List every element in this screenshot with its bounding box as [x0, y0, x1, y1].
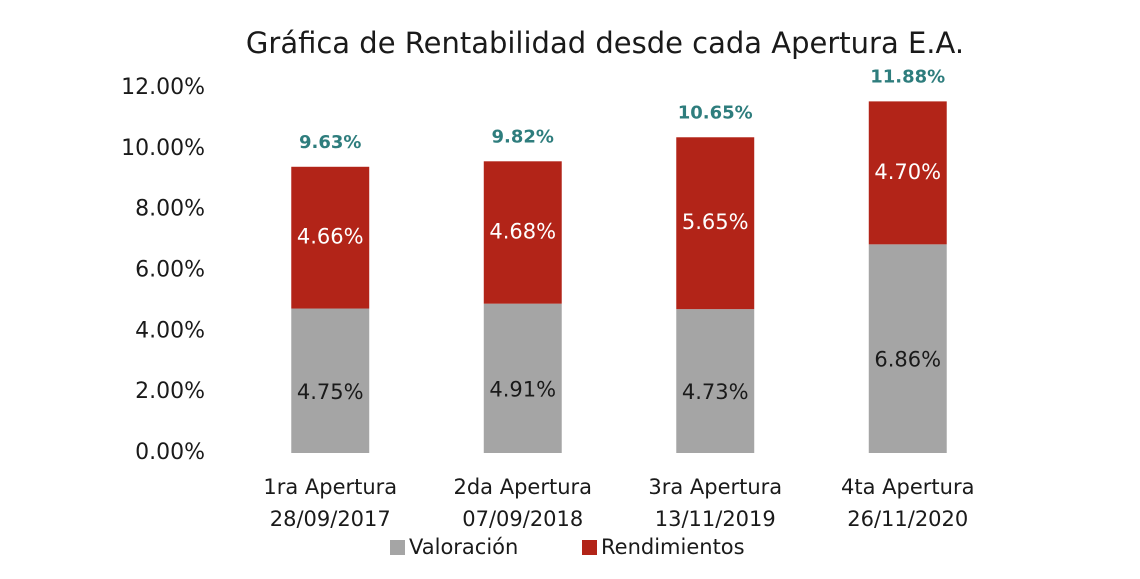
- bar-segment: [483, 161, 562, 304]
- data-label: 4.75%: [297, 380, 364, 404]
- data-label: 4.66%: [297, 225, 364, 249]
- data-label: 4.91%: [489, 377, 556, 401]
- x-tick-label: 13/11/2019: [655, 507, 776, 531]
- bar-segment: [868, 101, 947, 245]
- x-tick-label: 26/11/2020: [847, 507, 968, 531]
- data-label: 5.65%: [682, 210, 749, 234]
- total-label: 11.88%: [870, 66, 945, 87]
- data-label: 6.86%: [874, 348, 941, 372]
- total-label: 9.63%: [299, 132, 361, 153]
- x-tick-label: 1ra Apertura: [263, 475, 397, 499]
- x-tick-label: 28/09/2017: [270, 507, 391, 531]
- y-tick-label: 8.00%: [135, 197, 205, 222]
- legend-swatch: [582, 540, 597, 555]
- x-tick-label: 4ta Apertura: [841, 475, 974, 499]
- legend-label: Valoración: [409, 535, 518, 559]
- y-tick-label: 10.00%: [121, 136, 205, 161]
- data-label: 4.68%: [489, 219, 556, 243]
- x-tick-label: 2da Apertura: [453, 475, 592, 499]
- data-label: 4.73%: [682, 380, 749, 404]
- bar-segment: [868, 244, 947, 453]
- y-tick-label: 0.00%: [135, 440, 205, 465]
- bar-segment: [291, 166, 370, 309]
- y-tick-label: 4.00%: [135, 318, 205, 343]
- y-tick-label: 12.00%: [121, 75, 205, 100]
- bar-segment: [291, 308, 370, 453]
- bar-segment: [676, 137, 755, 310]
- y-tick-label: 6.00%: [135, 258, 205, 283]
- legend-swatch: [390, 540, 405, 555]
- data-label: 4.70%: [874, 160, 941, 184]
- total-label: 10.65%: [678, 102, 753, 123]
- x-tick-label: 3ra Apertura: [648, 475, 782, 499]
- bar-segment: [483, 303, 562, 453]
- y-tick-label: 2.00%: [135, 379, 205, 404]
- legend-label: Rendimientos: [601, 535, 745, 559]
- bar-segment: [676, 309, 755, 453]
- x-tick-label: 07/09/2018: [462, 507, 583, 531]
- total-label: 9.82%: [492, 126, 554, 147]
- chart-title: Gráfica de Rentabilidad desde cada Apert…: [246, 26, 964, 60]
